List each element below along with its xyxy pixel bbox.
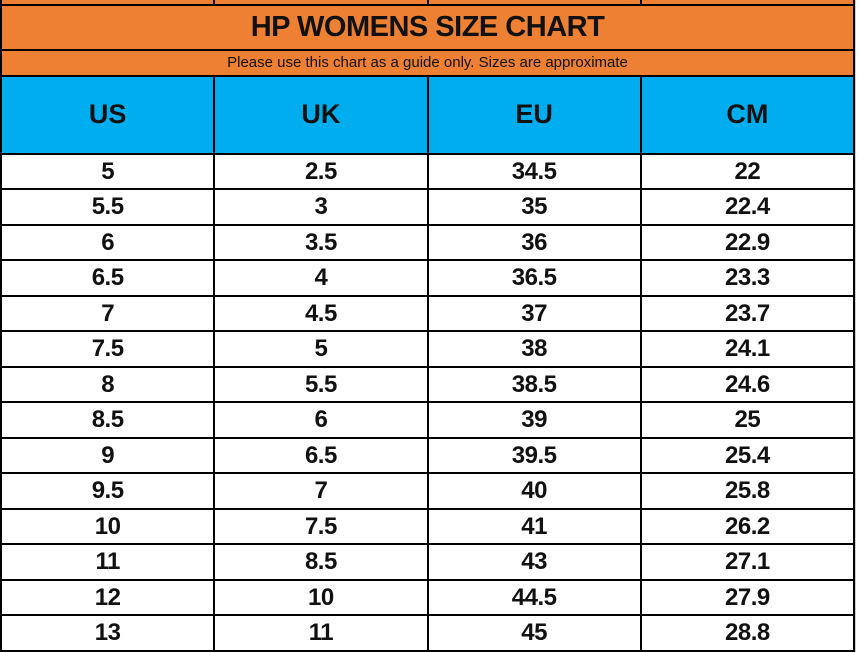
size-cell: 39.5 [426,436,642,475]
table-row: 6 3.5 36 22.9 [0,223,856,262]
size-cell: 24.1 [639,330,856,368]
subtitle-row: Please use this chart as a guide only. S… [0,48,855,77]
table-row: 8 5.5 38.5 24.6 [0,365,856,404]
size-cell: 22.4 [639,188,856,226]
size-table-body: 5 2.5 34.5 22 5.5 3 35 22.4 6 3.5 36 22.9 6.5 4 36.5 23… [0,152,856,652]
size-cell: 36 [426,223,642,262]
column-header-uk: UK [213,74,429,155]
size-cell: 6.5 [0,259,216,297]
size-cell: 7.5 [213,507,429,546]
table-row: 6.5 4 36.5 23.3 [0,259,856,297]
size-cell: 10 [213,578,429,617]
chart-title: HP WOMENS SIZE CHART [0,3,855,51]
size-cell: 4.5 [213,294,429,333]
size-cell: 36.5 [426,259,642,297]
size-cell: 23.7 [639,294,856,333]
size-cell: 3 [213,188,429,226]
size-cell: 5.5 [0,188,216,226]
size-cell: 5 [213,330,429,368]
size-cell: 2.5 [213,152,429,191]
size-cell: 8.5 [0,401,216,439]
column-header-us: US [0,74,216,155]
table-row: 5.5 3 35 22.4 [0,188,856,226]
table-row: 5 2.5 34.5 22 [0,152,856,191]
size-cell: 22 [639,152,856,191]
size-cell: 44.5 [426,578,642,617]
table-row: 9.5 7 40 25.8 [0,472,856,510]
size-cell: 37 [426,294,642,333]
size-cell: 38.5 [426,365,642,404]
size-cell: 38 [426,330,642,368]
size-cell: 25.8 [639,472,856,510]
column-header-eu: EU [426,74,642,155]
size-cell: 24.6 [639,365,856,404]
size-cell: 7 [0,294,216,333]
sheet-gridline [855,0,856,652]
size-cell: 28.8 [639,614,856,652]
table-row: 12 10 44.5 27.9 [0,578,856,617]
size-cell: 25.4 [639,436,856,475]
size-cell: 23.3 [639,259,856,297]
title-row: HP WOMENS SIZE CHART [0,3,855,51]
chart-subtitle: Please use this chart as a guide only. S… [0,48,855,77]
size-cell: 12 [0,578,216,617]
size-cell: 5 [0,152,216,191]
table-header-row: US UK EU CM [0,74,856,155]
size-cell: 43 [426,543,642,581]
size-cell: 11 [0,543,216,581]
size-cell: 5.5 [213,365,429,404]
size-cell: 10 [0,507,216,546]
table-row: 9 6.5 39.5 25.4 [0,436,856,475]
size-cell: 22.9 [639,223,856,262]
size-cell: 7 [213,472,429,510]
table-row: 10 7.5 41 26.2 [0,507,856,546]
table-row: 8.5 6 39 25 [0,401,856,439]
size-cell: 4 [213,259,429,297]
size-cell: 8.5 [213,543,429,581]
table-row: 7.5 5 38 24.1 [0,330,856,368]
size-cell: 39 [426,401,642,439]
size-cell: 27.1 [639,543,856,581]
size-cell: 27.9 [639,578,856,617]
size-cell: 6 [213,401,429,439]
size-cell: 40 [426,472,642,510]
table-row: 7 4.5 37 23.7 [0,294,856,333]
size-cell: 26.2 [639,507,856,546]
size-cell: 6.5 [213,436,429,475]
banner-rows: HP WOMENS SIZE CHART Please use this cha… [0,0,856,155]
size-cell: 41 [426,507,642,546]
size-cell: 25 [639,401,856,439]
size-cell: 11 [213,614,429,652]
size-cell: 9 [0,436,216,475]
column-header-cm: CM [639,74,856,155]
size-cell: 3.5 [213,223,429,262]
size-cell: 35 [426,188,642,226]
size-cell: 45 [426,614,642,652]
size-cell: 13 [0,614,216,652]
table-row: 13 11 45 28.8 [0,614,856,652]
size-cell: 8 [0,365,216,404]
size-cell: 9.5 [0,472,216,510]
table-row: 11 8.5 43 27.1 [0,543,856,581]
size-cell: 7.5 [0,330,216,368]
size-cell: 6 [0,223,216,262]
size-cell: 34.5 [426,152,642,191]
